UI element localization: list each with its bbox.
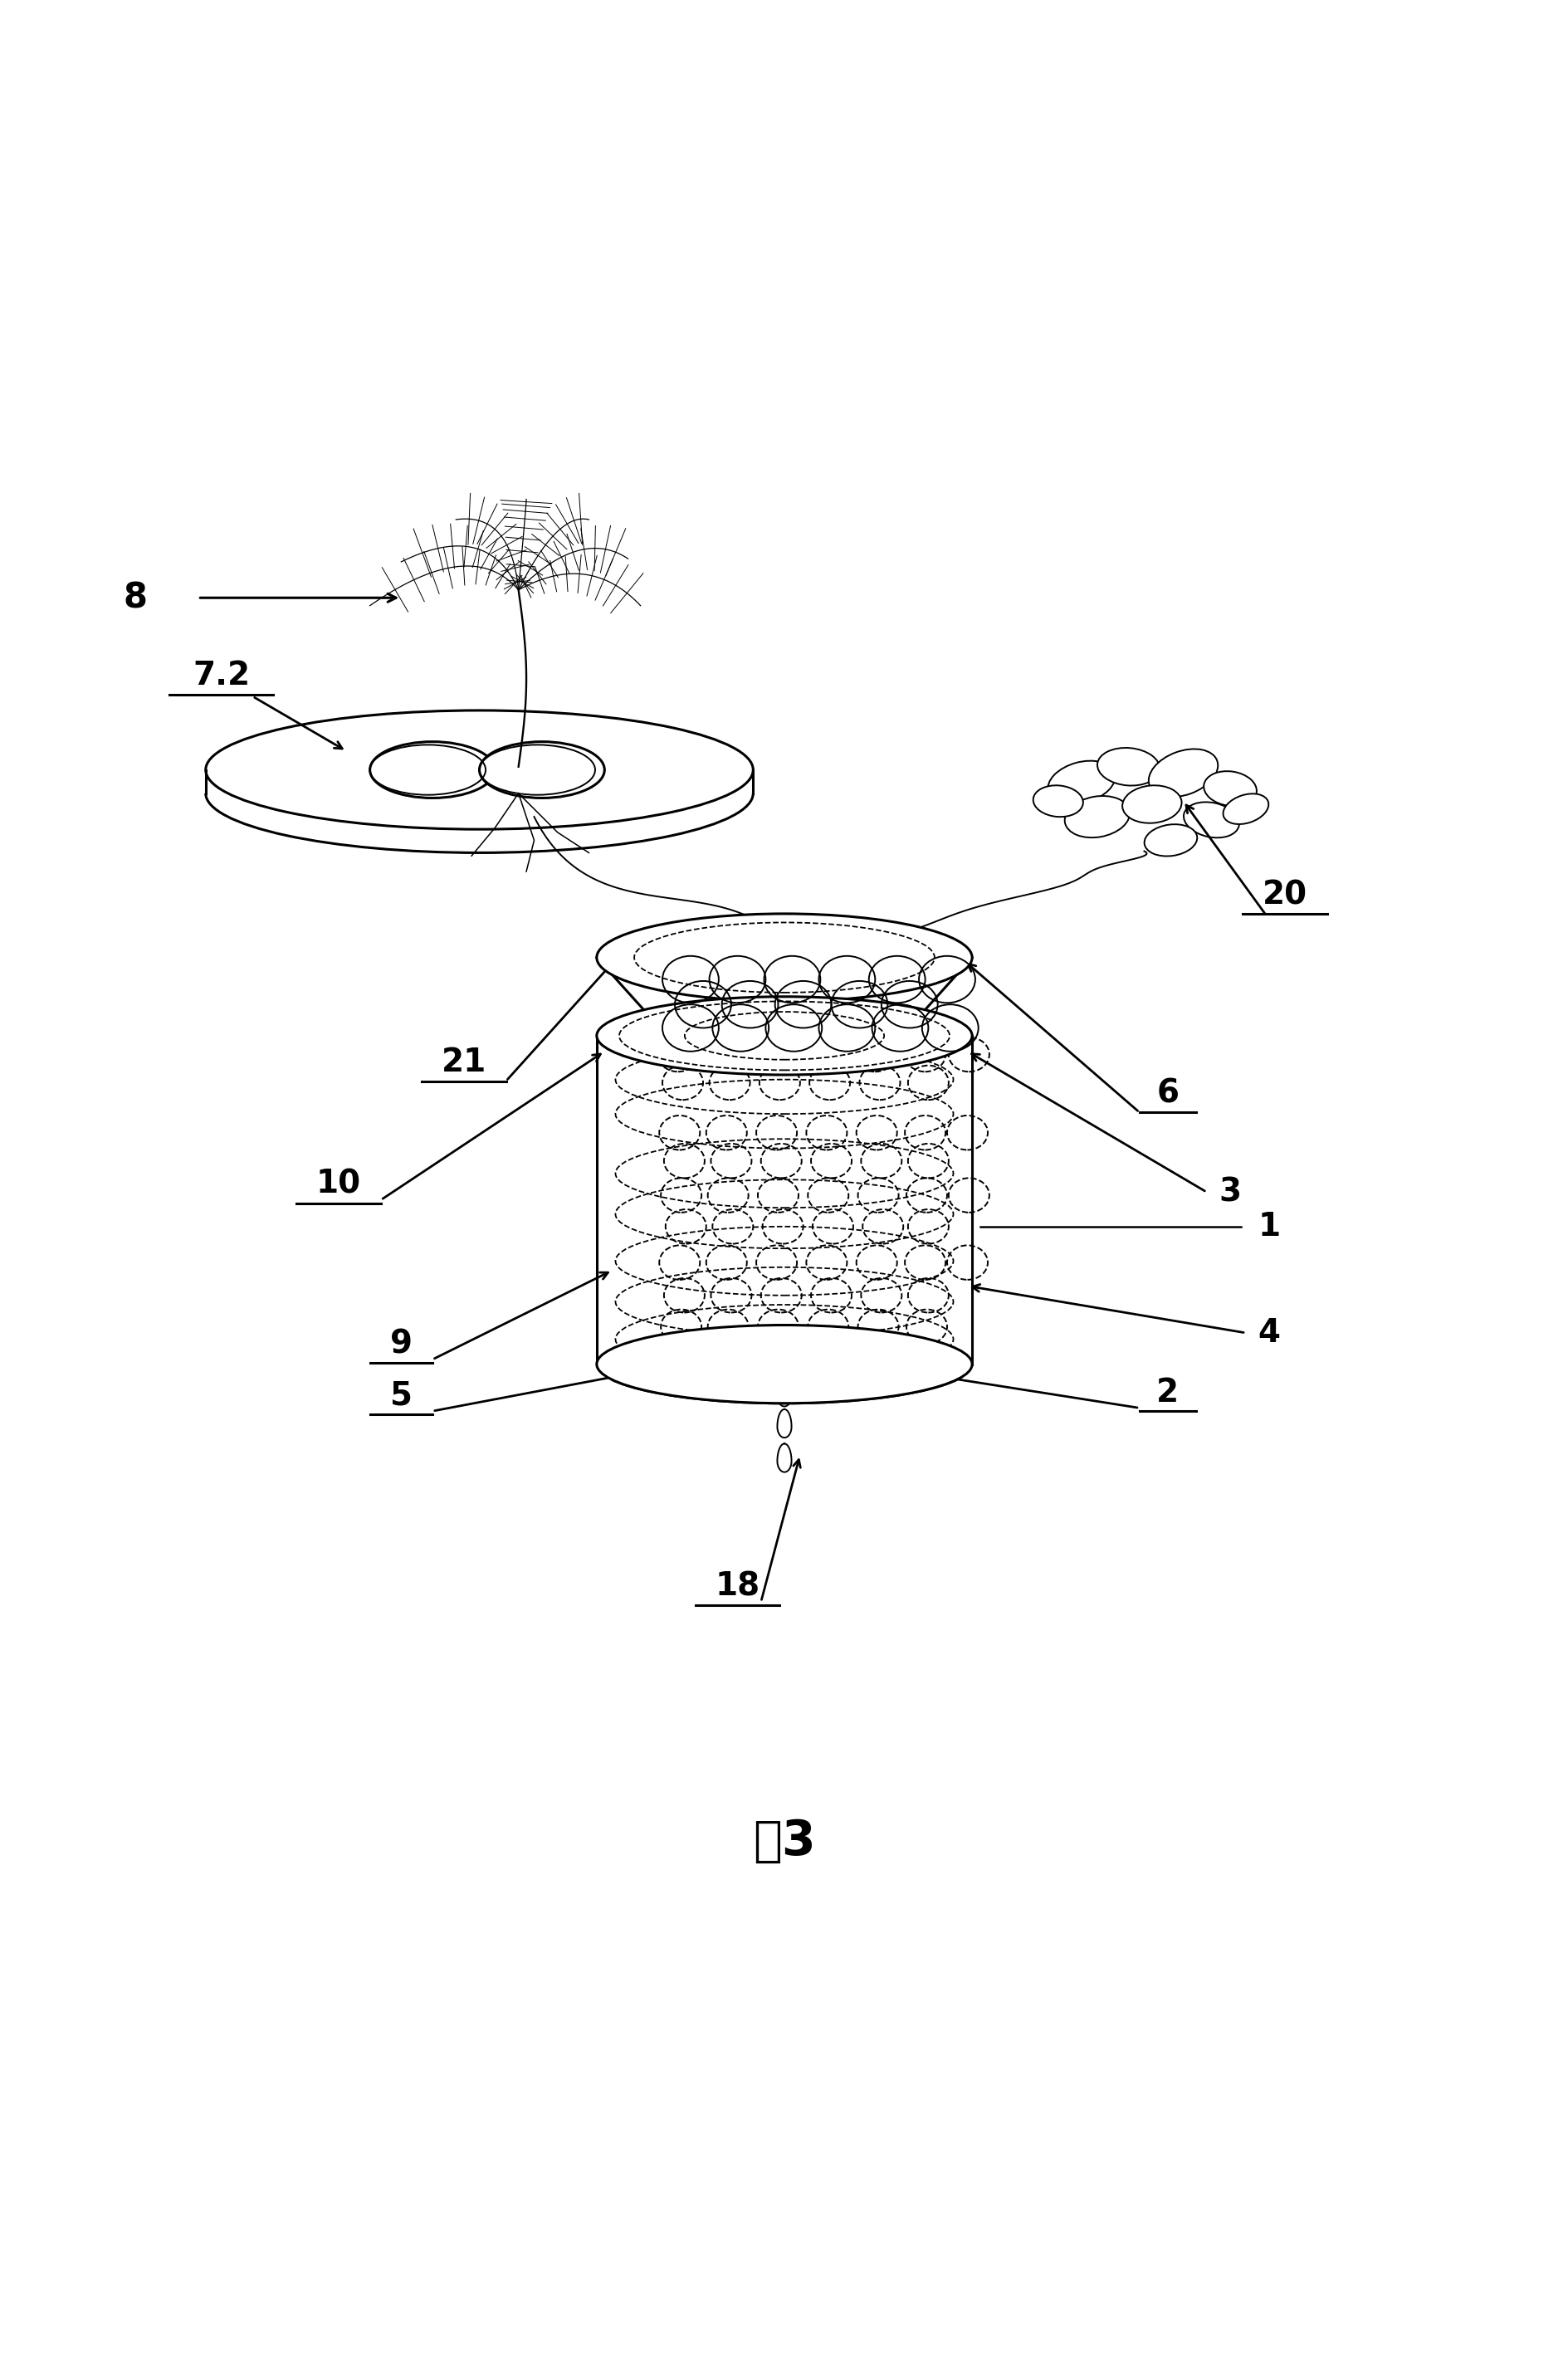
Text: 4: 4 — [1258, 1318, 1279, 1348]
Ellipse shape — [666, 1007, 902, 1064]
Ellipse shape — [1143, 824, 1196, 856]
Ellipse shape — [596, 1325, 972, 1402]
Ellipse shape — [596, 998, 972, 1075]
Ellipse shape — [1065, 795, 1129, 838]
Ellipse shape — [370, 741, 495, 798]
Text: 18: 18 — [715, 1569, 759, 1602]
Text: 21: 21 — [441, 1047, 486, 1078]
Text: 6: 6 — [1156, 1078, 1178, 1108]
Text: 8: 8 — [124, 581, 147, 614]
Text: 10: 10 — [317, 1169, 361, 1200]
Ellipse shape — [596, 913, 972, 1002]
Ellipse shape — [1182, 802, 1239, 838]
Text: 20: 20 — [1262, 880, 1306, 911]
Text: 2: 2 — [1156, 1377, 1178, 1407]
Text: 图3: 图3 — [753, 1817, 815, 1866]
Text: 1: 1 — [1258, 1212, 1279, 1242]
Ellipse shape — [1096, 748, 1159, 786]
Ellipse shape — [1203, 772, 1256, 807]
Ellipse shape — [1033, 786, 1082, 816]
Ellipse shape — [480, 741, 604, 798]
Ellipse shape — [205, 711, 753, 828]
Text: 3: 3 — [1218, 1176, 1240, 1207]
Ellipse shape — [1223, 793, 1269, 824]
Ellipse shape — [1148, 748, 1217, 798]
Text: 9: 9 — [390, 1327, 412, 1360]
Text: 7.2: 7.2 — [193, 661, 249, 692]
Ellipse shape — [1121, 786, 1181, 824]
Text: 5: 5 — [390, 1379, 412, 1412]
Ellipse shape — [1047, 760, 1115, 805]
